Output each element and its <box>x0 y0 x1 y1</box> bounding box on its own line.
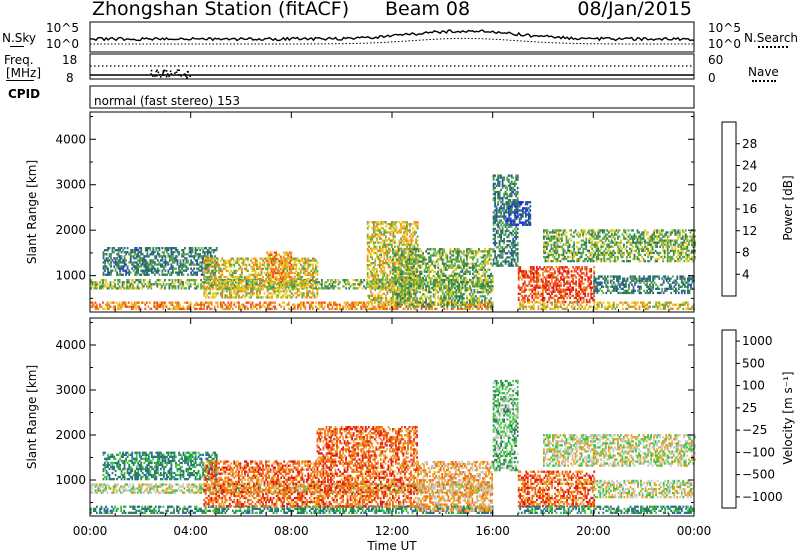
velocity-colorbar-label: Velocity [m s⁻¹] <box>781 371 795 464</box>
velocity-y-axis: 1000 2000 3000 4000 <box>55 318 695 516</box>
beam-label: Beam 08 <box>385 0 471 20</box>
power-heatmap <box>90 174 696 310</box>
date-label: 08/Jan/2015 <box>577 0 692 20</box>
nsearch-tick-bottom: 10^0 <box>708 37 741 51</box>
freq-unit: [MHz] <box>6 66 42 80</box>
x-tick-label: 00:00 <box>677 524 712 538</box>
velocity-echo-region <box>517 470 596 508</box>
nave-tick-top: 60 <box>708 53 724 67</box>
x-tick-label: 04:00 <box>173 524 208 538</box>
x-axis: 00:00 04:00 08:00 12:00 16:00 20:00 00:00 <box>73 524 712 538</box>
power-echo-region <box>203 257 319 299</box>
velocity-y-label: Slant Range [km] <box>25 365 39 469</box>
x-tick-label: 08:00 <box>274 524 309 538</box>
nsky-tick-bottom: 10^0 <box>46 37 79 51</box>
power-colorbar: 4 8 12 16 20 24 28 <box>721 121 757 297</box>
power-echo-region <box>517 301 695 310</box>
nsky-panel-frame <box>89 21 695 53</box>
cpid-label: CPID <box>8 87 41 101</box>
nsky-tick-top: 10^5 <box>46 21 79 35</box>
velocity-colorbar-tick: −500 <box>742 468 775 482</box>
velocity-y-tick-label: 1000 <box>55 473 86 487</box>
power-echo-region <box>102 247 218 276</box>
nsearch-legend-line <box>758 46 788 48</box>
velocity-echo-region <box>593 479 695 499</box>
velocity-y-tick-label: 4000 <box>55 338 86 352</box>
power-echo-region <box>593 275 695 295</box>
x-tick-label: 00:00 <box>73 524 108 538</box>
velocity-colorbar: 1000 500 100 25 −25 −100 −500 −1000 <box>721 329 783 509</box>
power-colorbar-tick: 8 <box>742 246 750 260</box>
freq-legend-line <box>6 80 34 81</box>
power-colorbar-tick: 28 <box>742 137 757 151</box>
nsky-traces <box>89 29 695 45</box>
velocity-colorbar-tick: 25 <box>742 401 757 415</box>
freq-tick-bottom: 8 <box>66 71 74 85</box>
power-y-tick-label: 4000 <box>55 132 86 146</box>
power-colorbar-tick: 24 <box>742 159 757 173</box>
power-colorbar-label: Power [dB] <box>781 175 795 240</box>
power-y-tick-label: 3000 <box>55 178 86 192</box>
velocity-colorbar-tick: 500 <box>742 356 765 370</box>
velocity-echo-region <box>102 451 218 481</box>
x-tick-label: 16:00 <box>475 524 510 538</box>
velocity-echo-region <box>492 379 519 472</box>
velocity-y-tick-label: 3000 <box>55 383 86 397</box>
x-tick-label: 20:00 <box>576 524 611 538</box>
power-y-tick-label: 1000 <box>55 269 86 283</box>
power-y-tick-label: 2000 <box>55 223 86 237</box>
nsky-label: N.Sky <box>2 31 37 45</box>
velocity-colorbar-tick: −25 <box>742 423 767 437</box>
velocity-heatmap <box>90 379 696 514</box>
power-echo-region <box>266 251 293 281</box>
cpid-panel-frame <box>89 85 695 109</box>
velocity-echo-region <box>203 460 319 508</box>
velocity-colorbar-tick: −1000 <box>742 490 783 504</box>
chart-title: Zhongshan Station (fitACF) <box>92 0 350 20</box>
power-colorbar-tick: 16 <box>742 202 757 216</box>
x-tick-label: 12:00 <box>375 524 410 538</box>
nsearch-label: N.Search <box>744 31 799 45</box>
nave-legend-line <box>752 80 776 82</box>
nave-tick-bottom: 0 <box>708 71 716 85</box>
freq-label: Freq. <box>4 53 34 67</box>
power-colorbar-tick: 20 <box>742 180 757 194</box>
velocity-echo-region <box>543 434 696 467</box>
nave-label: Nave <box>748 65 779 79</box>
freq-tick-top: 18 <box>62 53 78 67</box>
velocity-colorbar-tick: 100 <box>742 379 765 393</box>
velocity-echo-region <box>316 426 418 508</box>
velocity-colorbar-tick: −100 <box>742 445 775 459</box>
power-echo-region <box>517 266 596 304</box>
power-y-axis: 1000 2000 3000 4000 <box>55 112 695 312</box>
cpid-value: normal (fast stereo) 153 <box>94 94 241 108</box>
velocity-y-tick-label: 2000 <box>55 428 86 442</box>
power-y-label: Slant Range [km] <box>25 160 39 264</box>
nsearch-tick-top: 10^5 <box>708 21 741 35</box>
velocity-echo-region <box>417 460 493 512</box>
velocity-echo-region <box>517 505 695 514</box>
x-axis-label: Time UT <box>366 539 417 553</box>
velocity-colorbar-tick: 1000 <box>742 334 773 348</box>
power-echo-region <box>543 229 696 263</box>
power-echo-region <box>392 248 494 308</box>
power-echo-region <box>505 201 532 226</box>
nsky-legend-line <box>10 46 24 47</box>
power-colorbar-tick: 12 <box>742 224 757 238</box>
freq-traces <box>90 65 694 79</box>
power-colorbar-tick: 4 <box>742 267 750 281</box>
